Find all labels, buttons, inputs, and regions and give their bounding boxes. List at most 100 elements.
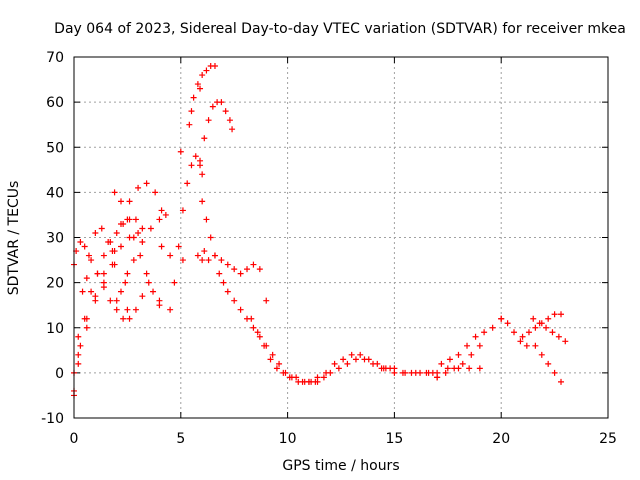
data-point (85, 252, 92, 259)
data-point (98, 225, 105, 232)
data-point (117, 288, 124, 295)
data-point (374, 360, 381, 367)
series-arc-t (530, 315, 569, 345)
data-point (402, 369, 409, 376)
data-point (446, 356, 453, 363)
series-arc-s (519, 311, 565, 340)
data-point (75, 360, 82, 367)
data-point (331, 360, 338, 367)
y-tick-label: 20 (46, 276, 64, 292)
data-point (190, 94, 197, 101)
data-point (293, 374, 300, 381)
data-point (205, 117, 212, 124)
data-point (132, 216, 139, 223)
data-point (120, 315, 127, 322)
data-point (100, 252, 107, 259)
data-point (276, 360, 283, 367)
data-point (92, 229, 99, 236)
data-point (551, 369, 558, 376)
data-point (135, 184, 142, 191)
axis-ticks: 0 5 10 15 20 25 -10 0 10 20 30 40 50 60 70 (41, 50, 617, 447)
series-arc-l (194, 252, 270, 304)
data-point (380, 365, 387, 372)
data-point (135, 229, 142, 236)
data-point (207, 234, 214, 241)
y-tick-label: 60 (46, 95, 64, 111)
data-point (79, 288, 86, 295)
data-point (434, 374, 441, 381)
data-point (203, 67, 210, 74)
data-point (156, 302, 163, 309)
data-point (543, 324, 550, 331)
data-point (231, 266, 238, 273)
series-arc-g (113, 211, 169, 304)
data-point (199, 198, 206, 205)
data-point (335, 365, 342, 372)
data-point (124, 270, 131, 277)
data-point (244, 266, 251, 273)
data-point (209, 103, 216, 110)
data-point (468, 351, 475, 358)
x-tick-label: 5 (176, 431, 185, 447)
data-point (250, 324, 257, 331)
data-point (429, 369, 436, 376)
data-point (558, 378, 565, 385)
data-point (158, 243, 165, 250)
data-point (177, 148, 184, 155)
data-point (192, 153, 199, 160)
data-point (224, 288, 231, 295)
data-point (143, 270, 150, 277)
data-point (197, 85, 204, 92)
data-point (107, 297, 114, 304)
data-point (167, 252, 174, 259)
data-point (555, 333, 562, 340)
series-arc-p (429, 315, 505, 376)
data-point (226, 117, 233, 124)
data-point (256, 333, 263, 340)
data-point (130, 257, 137, 264)
data-point (92, 297, 99, 304)
series-arc-c (71, 225, 131, 394)
data-point (562, 338, 569, 345)
data-point (451, 365, 458, 372)
data-point (504, 320, 511, 327)
y-tick-label: 40 (46, 185, 64, 201)
data-point (423, 369, 430, 376)
data-point (111, 189, 118, 196)
data-point (201, 135, 208, 142)
data-point (237, 306, 244, 313)
data-point (273, 365, 280, 372)
series-arc-i (186, 63, 218, 128)
data-point (111, 248, 118, 255)
series-scatter-points (83, 85, 208, 309)
data-point (489, 324, 496, 331)
data-point (175, 243, 182, 250)
data-point (126, 315, 133, 322)
data-point (132, 306, 139, 313)
data-point (105, 239, 112, 246)
data-point (320, 374, 327, 381)
data-point (459, 360, 466, 367)
data-point (205, 257, 212, 264)
data-point (109, 261, 116, 268)
data-point (314, 374, 321, 381)
data-point (545, 315, 552, 322)
x-axis-label: GPS time / hours (282, 458, 399, 474)
data-point (299, 378, 306, 385)
data-point (162, 211, 169, 218)
data-point (152, 189, 159, 196)
x-tick-label: 10 (279, 431, 297, 447)
data-point (267, 356, 274, 363)
data-point (472, 333, 479, 340)
data-point (126, 198, 133, 205)
series-arc-e (75, 229, 142, 367)
grid-lines (74, 57, 608, 418)
y-tick-label: 10 (46, 321, 64, 337)
data-point (188, 108, 195, 115)
data-point (124, 306, 131, 313)
series-arc-r (498, 315, 530, 349)
data-point (211, 63, 218, 70)
y-tick-label: -10 (41, 411, 64, 427)
data-point (536, 320, 543, 327)
data-point (83, 275, 90, 282)
